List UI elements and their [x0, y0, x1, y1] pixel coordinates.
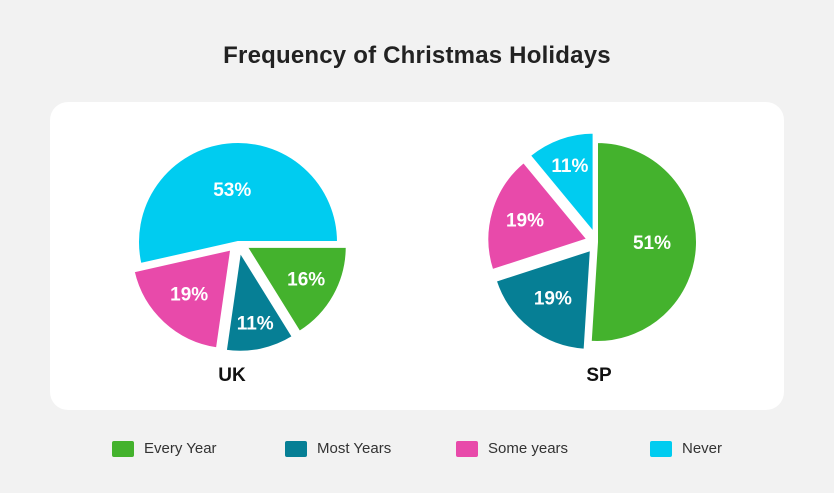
- legend-swatch: [285, 440, 307, 457]
- uk-slice-some-years: [132, 248, 233, 350]
- uk-slice-label-every-year: 16%: [287, 269, 325, 290]
- uk-slice-label-most-years: 11%: [237, 314, 274, 335]
- uk-slice-label-never: 53%: [213, 180, 251, 201]
- legend-item-every-year: Every Year: [112, 440, 217, 457]
- sp-slice-most-years: [494, 248, 592, 351]
- sp-slice-every-year: [589, 140, 698, 343]
- sp-slice-label-most-years: 19%: [534, 288, 572, 309]
- uk-chart-title: UK: [218, 365, 246, 386]
- legend-swatch: [650, 440, 672, 457]
- uk-slice-every-year: [244, 245, 348, 334]
- legend-label: Never: [682, 440, 723, 457]
- legend-item-never: Never: [650, 440, 722, 457]
- legend-label: Every Year: [144, 440, 217, 457]
- uk-slice-never: [137, 141, 340, 266]
- uk-slice-label-some-years: 19%: [170, 284, 208, 305]
- legend: Every Year Most Years Some years Never: [0, 440, 834, 462]
- legend-item-some-years: Some years: [456, 440, 568, 457]
- legend-item-most-years: Most Years: [285, 440, 391, 457]
- sp-slice-label-every-year: 51%: [633, 233, 671, 254]
- uk-slice-most-years: [224, 248, 295, 353]
- sp-slice-some-years: [486, 160, 590, 272]
- legend-label: Some years: [488, 440, 569, 457]
- chart-title: Frequency of Christmas Holidays: [223, 42, 611, 69]
- sp-slice-never: [528, 131, 595, 236]
- sp-chart-title: SP: [586, 365, 612, 386]
- legend-label: Most Years: [317, 440, 392, 457]
- sp-slice-label-some-years: 19%: [506, 211, 544, 232]
- legend-swatch: [112, 440, 134, 457]
- sp-slice-label-never: 11%: [551, 156, 588, 177]
- legend-swatch: [456, 440, 478, 457]
